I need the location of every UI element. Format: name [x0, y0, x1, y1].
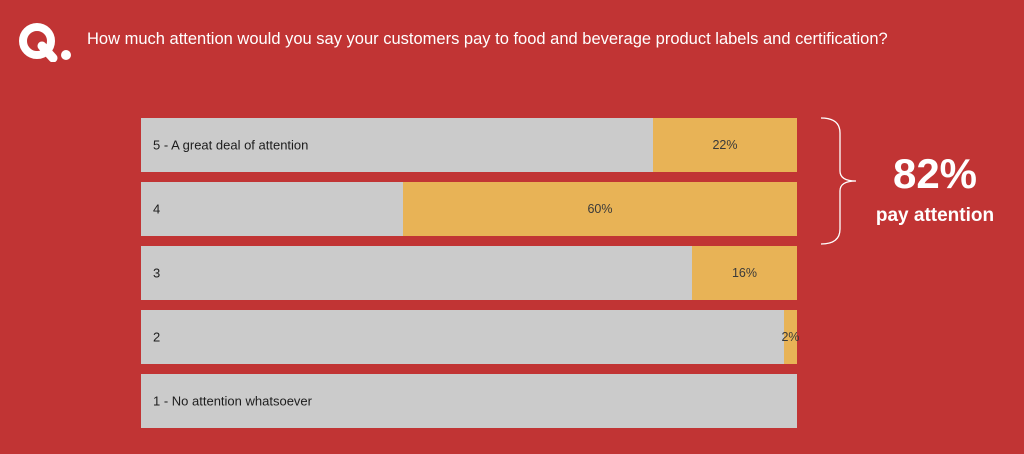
bar-row: 60% 4: [141, 182, 797, 236]
bar-row: 22% 5 - A great deal of attention: [141, 118, 797, 172]
bar-category-label: 5 - A great deal of attention: [153, 137, 309, 153]
bar-fill: [784, 310, 797, 364]
bar-row: 16% 3: [141, 246, 797, 300]
bar-category-label: 3: [153, 265, 161, 281]
brace-icon: [820, 117, 857, 245]
bar-category-label: 4: [153, 201, 161, 217]
question-text: How much attention would you say your cu…: [87, 30, 888, 48]
bar-fill: [692, 246, 797, 300]
q-logo-icon: [19, 23, 71, 62]
bar-value-label: 2%: [781, 330, 800, 344]
bar-category-label: 2: [153, 329, 161, 345]
bar-fill: [403, 182, 797, 236]
bar-category-label: 1 - No attention whatsoever: [153, 393, 312, 409]
bar-value-label: 22%: [712, 138, 738, 152]
summary-label: pay attention: [875, 205, 995, 226]
bar-row: 2% 2: [141, 310, 800, 364]
bar-value-label: 60%: [587, 202, 613, 216]
bar-fill: [653, 118, 797, 172]
bar-value-label: 16%: [731, 266, 758, 280]
summary-value: 82%: [892, 150, 978, 197]
bar-row: 1 - No attention whatsoever: [141, 374, 797, 428]
